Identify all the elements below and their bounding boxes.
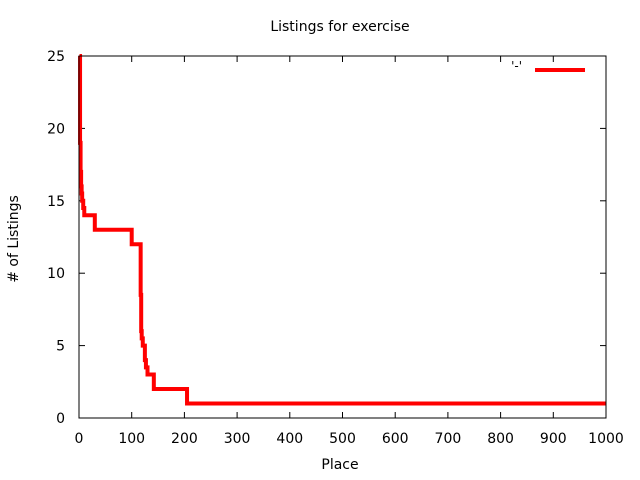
y-tick-label: 20 (47, 121, 65, 137)
plot-frame (78, 55, 607, 419)
legend-label: '-' (511, 59, 522, 73)
y-tick-label: 25 (47, 49, 65, 65)
axis-ticks: 0 100 200 300 400 500 600 700 800 900 1000 0 5 10 15 20… (47, 49, 624, 447)
x-axis-label: Place (321, 457, 358, 473)
x-tick-label: 600 (382, 431, 409, 447)
y-tick-label: 15 (47, 194, 65, 210)
x-tick-label: 700 (435, 431, 462, 447)
series-group (78, 54, 606, 406)
x-tick-label: 200 (171, 431, 198, 447)
x-tick-label: 400 (276, 431, 303, 447)
legend: '-' (511, 59, 585, 73)
y-tick-label: 0 (56, 411, 65, 427)
x-tick-label: 100 (118, 431, 145, 447)
x-tick-label: 1000 (588, 431, 624, 447)
x-tick-label: 900 (540, 431, 567, 447)
x-tick-label: 800 (487, 431, 514, 447)
x-tick-label: 0 (75, 431, 84, 447)
y-tick-label: 10 (47, 266, 65, 282)
series-line-0 (78, 54, 606, 406)
x-tick-label: 300 (224, 431, 251, 447)
x-tick-label: 500 (329, 431, 356, 447)
y-axis-label: # of Listings (6, 195, 22, 283)
y-tick-label: 5 (56, 339, 65, 355)
chart-title: Listings for exercise (270, 19, 409, 35)
